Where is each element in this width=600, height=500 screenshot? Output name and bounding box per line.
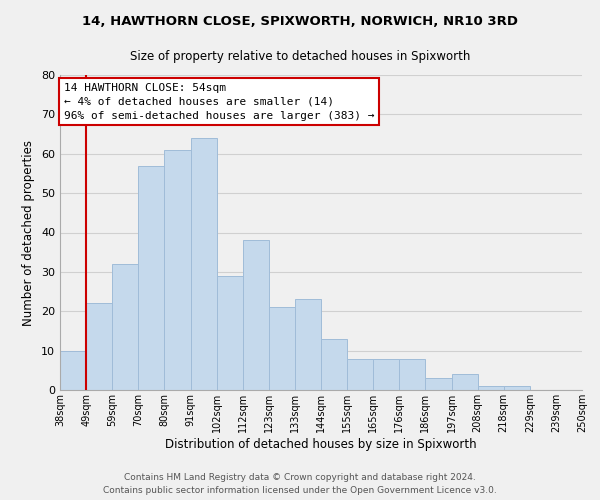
Text: 14 HAWTHORN CLOSE: 54sqm
← 4% of detached houses are smaller (14)
96% of semi-de: 14 HAWTHORN CLOSE: 54sqm ← 4% of detache… [64,83,374,121]
Bar [452,374,478,390]
Text: Contains HM Land Registry data © Crown copyright and database right 2024.: Contains HM Land Registry data © Crown c… [124,474,476,482]
X-axis label: Distribution of detached houses by size in Spixworth: Distribution of detached houses by size … [165,438,477,450]
Bar [191,138,217,390]
Text: 14, HAWTHORN CLOSE, SPIXWORTH, NORWICH, NR10 3RD: 14, HAWTHORN CLOSE, SPIXWORTH, NORWICH, … [82,15,518,28]
Bar [217,276,243,390]
Bar [504,386,530,390]
Bar [295,300,321,390]
Bar [112,264,139,390]
Bar [373,358,400,390]
Bar [243,240,269,390]
Bar [425,378,452,390]
Text: Contains public sector information licensed under the Open Government Licence v3: Contains public sector information licen… [103,486,497,495]
Y-axis label: Number of detached properties: Number of detached properties [22,140,35,326]
Text: Size of property relative to detached houses in Spixworth: Size of property relative to detached ho… [130,50,470,63]
Bar [478,386,504,390]
Bar [139,166,164,390]
Bar [400,358,425,390]
Bar [321,339,347,390]
Bar [86,304,112,390]
Bar [60,350,86,390]
Bar [269,308,295,390]
Bar [164,150,191,390]
Bar [347,358,373,390]
